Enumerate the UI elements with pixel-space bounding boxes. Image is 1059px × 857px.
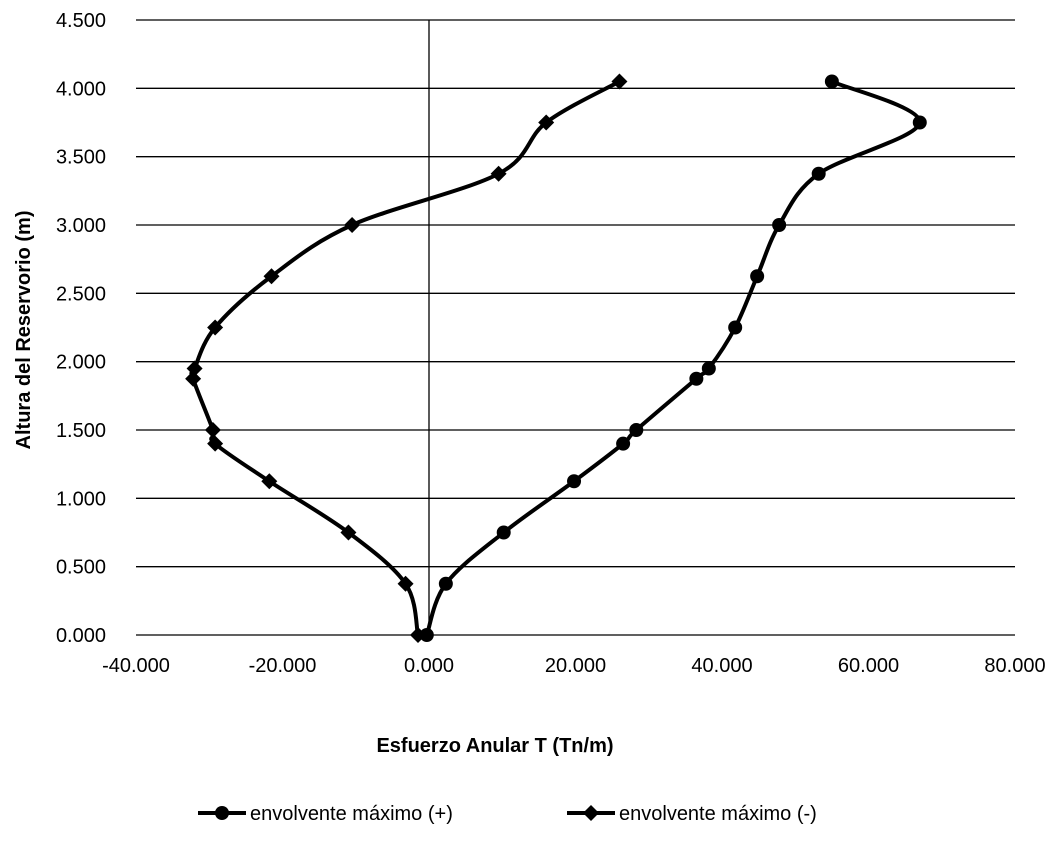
data-point-circle (912, 115, 927, 130)
data-point-diamond (340, 524, 357, 541)
x-tick-label: 40.000 (691, 655, 752, 677)
data-point-diamond (397, 575, 414, 592)
y-tick-label: 1.500 (56, 420, 106, 442)
x-tick-label: 0.000 (404, 655, 454, 677)
y-tick-label: 2.500 (56, 283, 106, 305)
y-tick-label: 0.500 (56, 557, 106, 579)
legend: envolvente máximo (+) envolvente máximo … (198, 803, 817, 825)
data-point-diamond (207, 435, 224, 452)
data-point-circle (824, 74, 839, 89)
x-tick-label: 60.000 (838, 655, 899, 677)
series-layer (185, 73, 927, 643)
data-point-diamond (185, 370, 202, 387)
data-point-diamond (538, 114, 555, 131)
x-tick-label: -20.000 (249, 655, 317, 677)
legend-item-positive: envolvente máximo (+) (198, 803, 453, 825)
legend-label-negative: envolvente máximo (-) (619, 803, 817, 825)
grid-lines (136, 19, 1015, 636)
data-point-circle (616, 436, 631, 451)
data-point-circle (728, 320, 743, 335)
y-tick-label: 4.000 (56, 78, 106, 100)
data-point-circle (438, 576, 453, 591)
y-axis-title: Altura del Reservorio (m) (13, 211, 35, 450)
data-point-diamond (263, 268, 280, 285)
data-point-diamond (344, 217, 361, 233)
series-line-negative (189, 79, 622, 637)
legend-marker-circle (215, 806, 229, 820)
legend-item-negative: envolvente máximo (-) (567, 803, 817, 825)
x-tick-label: 80.000 (984, 655, 1045, 677)
data-point-diamond (490, 165, 507, 182)
data-point-circle (689, 371, 704, 386)
data-point-circle (701, 361, 716, 376)
data-point-circle (496, 525, 511, 540)
data-point-diamond (261, 473, 278, 490)
legend-marker-diamond (583, 805, 599, 821)
data-point-circle (629, 423, 644, 437)
y-tick-label: 2.000 (56, 352, 106, 374)
data-point-diamond (186, 360, 203, 377)
data-point-diamond (611, 73, 628, 90)
data-point-circle (567, 474, 582, 489)
y-tick-label: 1.000 (56, 488, 106, 510)
legend-label-positive: envolvente máximo (+) (250, 803, 453, 825)
data-point-circle (750, 269, 765, 284)
data-point-diamond (410, 627, 427, 643)
tick-labels: 0.000 0.500 1.000 1.500 2.000 2.500 3.000 3.500… (56, 10, 1046, 677)
x-tick-label: 20.000 (545, 655, 606, 677)
x-tick-label: -40.000 (102, 655, 170, 677)
y-tick-label: 4.500 (56, 10, 106, 32)
series-line-positive (424, 79, 922, 637)
y-tick-label: 3.000 (56, 215, 106, 237)
data-point-diamond (204, 422, 221, 438)
data-point-circle (772, 218, 787, 232)
data-point-circle (811, 166, 826, 181)
y-tick-label: 3.500 (56, 147, 106, 169)
data-point-circle (419, 628, 434, 642)
data-point-diamond (207, 319, 224, 336)
x-axis-title: Esfuerzo Anular T (Tn/m) (376, 735, 613, 757)
y-tick-label: 0.000 (56, 625, 106, 647)
